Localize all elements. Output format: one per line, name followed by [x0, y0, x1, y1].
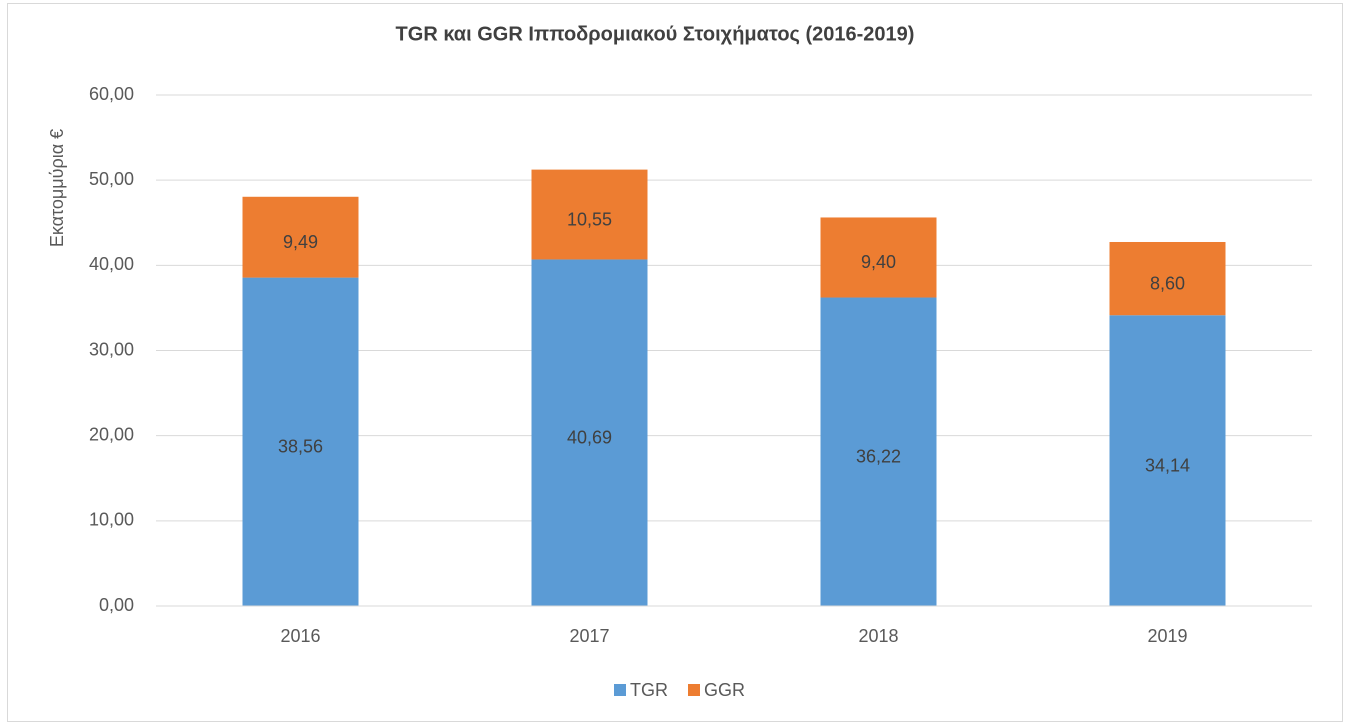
value-label: 38,56: [278, 437, 323, 457]
bar-segment: [242, 196, 359, 278]
value-label: 9,40: [861, 252, 896, 272]
value-label: 10,55: [567, 209, 612, 229]
x-tick-label: 2016: [280, 626, 320, 646]
bar-segment: [1109, 241, 1226, 316]
y-tick-label: 40,00: [89, 254, 134, 274]
legend-label: GGR: [704, 680, 745, 700]
x-tick-label: 2018: [858, 626, 898, 646]
y-tick-label: 0,00: [99, 595, 134, 615]
y-tick-label: 20,00: [89, 424, 134, 444]
bar-segment: [820, 297, 937, 606]
x-tick-label: 2017: [569, 626, 609, 646]
value-label: 36,22: [856, 447, 901, 467]
legend-swatch: [614, 684, 626, 696]
value-label: 34,14: [1145, 455, 1190, 475]
legend-swatch: [688, 684, 700, 696]
value-label: 9,49: [283, 232, 318, 252]
y-tick-label: 60,00: [89, 84, 134, 104]
bar-segment: [820, 217, 937, 298]
bar-segment: [531, 169, 648, 260]
y-tick-label: 50,00: [89, 169, 134, 189]
chart-title: TGR και GGR Ιπποδρομιακού Στοιχήματος (2…: [396, 23, 915, 45]
y-tick-label: 30,00: [89, 339, 134, 359]
value-label: 40,69: [567, 427, 612, 447]
y-tick-label: 10,00: [89, 510, 134, 530]
bar-segment: [1109, 315, 1226, 606]
bar-segment: [242, 277, 359, 606]
y-axis-label: Εκατομμύρια €: [47, 129, 67, 247]
x-tick-label: 2019: [1147, 626, 1187, 646]
bar-segment: [531, 259, 648, 606]
value-label: 8,60: [1150, 273, 1185, 293]
legend-label: TGR: [630, 680, 668, 700]
